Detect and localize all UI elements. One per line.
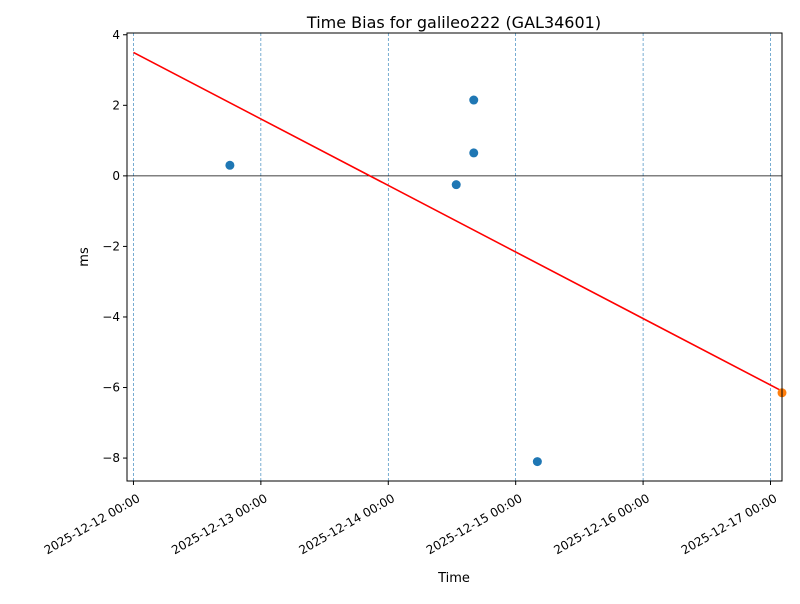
data-point: [225, 160, 235, 170]
y-tick-label: 4: [112, 28, 120, 42]
data-point: [469, 148, 479, 158]
y-tick-label: −6: [102, 381, 120, 395]
y-tick-label: −4: [102, 310, 120, 324]
trend-line: [133, 51, 783, 392]
data-point: [469, 95, 479, 105]
chart-title: Time Bias for galileo222 (GAL34601): [306, 13, 601, 32]
y-tick-label: 2: [112, 98, 120, 112]
y-tick-layer: 4 2 0 −2 −4 −6 −8: [102, 28, 127, 465]
x-axis-label: Time: [437, 571, 470, 586]
y-axis-label: ms: [77, 247, 92, 267]
trend-line-layer: [133, 51, 783, 392]
plot-frame: [126, 32, 783, 482]
y-tick-label: 0: [112, 169, 120, 183]
y-tick-label: −2: [102, 239, 120, 253]
data-point: [532, 457, 542, 467]
data-point: [451, 180, 461, 190]
y-tick-label: −8: [102, 451, 120, 465]
